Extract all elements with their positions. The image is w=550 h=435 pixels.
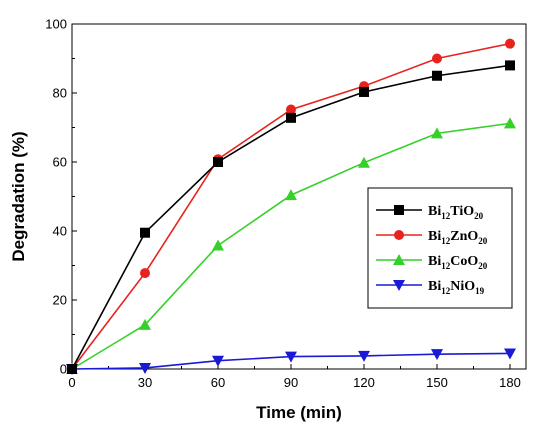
legend-label: Bi12NiO19 xyxy=(428,279,485,296)
data-point-Bi12NiO19 xyxy=(431,349,443,361)
y-tick-label: 0 xyxy=(60,362,67,377)
data-point-Bi12NiO19 xyxy=(358,350,370,362)
data-point-Bi12CoO20 xyxy=(504,117,516,129)
data-point-Bi12ZnO20 xyxy=(286,104,296,115)
legend-marker xyxy=(394,230,404,240)
x-tick-label: 120 xyxy=(353,375,375,390)
data-point-Bi12CoO20 xyxy=(139,318,151,330)
data-point-Bi12TiO20 xyxy=(359,86,369,97)
data-point-Bi12CoO20 xyxy=(212,239,224,251)
x-tick-label: 30 xyxy=(138,375,152,390)
data-point-Bi12TiO20 xyxy=(286,112,296,123)
y-axis-title: Degradation (%) xyxy=(9,131,28,261)
legend-label: Bi12ZnO20 xyxy=(428,229,488,246)
data-point-Bi12TiO20 xyxy=(213,157,223,167)
data-point-Bi12TiO20 xyxy=(432,70,442,81)
data-point-Bi12ZnO20 xyxy=(140,268,150,279)
data-point-Bi12NiO19 xyxy=(212,355,224,367)
axis-ticks: 0 30 60 90 120 150 180 0 20 40 60 80 100 xyxy=(45,17,521,391)
legend-box xyxy=(367,187,513,309)
legend-marker xyxy=(393,254,405,265)
series-markers xyxy=(66,38,516,375)
x-tick-label: 150 xyxy=(426,375,448,390)
legend-label: Bi12CoO20 xyxy=(428,254,488,271)
data-point-Bi12ZnO20 xyxy=(505,38,515,49)
legend: Bi12TiO20 Bi12ZnO20 Bi12CoO20 Bi12NiO19 xyxy=(367,187,513,309)
data-point-Bi12ZnO20 xyxy=(432,53,442,64)
data-point-Bi12CoO20 xyxy=(285,189,297,201)
x-tick-label: 60 xyxy=(211,375,225,390)
y-tick-label: 100 xyxy=(45,17,67,32)
data-point-Bi12CoO20 xyxy=(358,156,370,168)
x-tick-label: 0 xyxy=(68,375,75,390)
x-tick-label: 180 xyxy=(499,375,521,390)
data-point-Bi12TiO20 xyxy=(140,227,150,238)
data-point-Bi12TiO20 xyxy=(505,60,515,71)
legend-marker xyxy=(393,280,405,291)
data-point-Bi12TiO20 xyxy=(67,364,77,374)
x-axis-title: Time (min) xyxy=(256,403,342,422)
y-tick-label: 80 xyxy=(53,86,67,101)
y-tick-label: 40 xyxy=(53,224,67,239)
data-point-Bi12CoO20 xyxy=(431,127,443,139)
legend-label: Bi12TiO20 xyxy=(428,204,484,221)
x-tick-label: 90 xyxy=(284,375,298,390)
data-point-Bi12NiO19 xyxy=(504,348,516,360)
y-tick-label: 60 xyxy=(53,155,67,170)
y-tick-label: 20 xyxy=(53,293,67,308)
legend-marker xyxy=(394,205,404,215)
data-point-Bi12NiO19 xyxy=(285,351,297,363)
data-point-Bi12NiO19 xyxy=(139,362,151,374)
